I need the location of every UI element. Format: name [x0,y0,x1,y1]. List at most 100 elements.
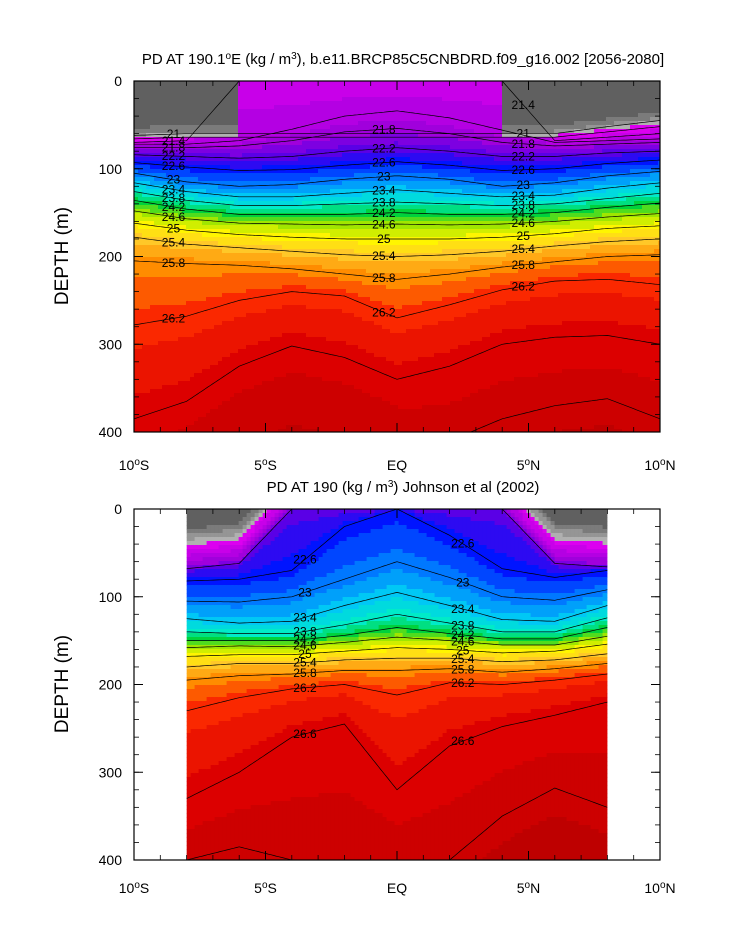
contour-label: 24.6 [451,635,475,649]
contour-label: 25 [298,647,312,661]
y-tick-label: 0 [114,501,122,517]
contour-label: 24.6 [372,217,396,231]
contour-label: 22.2 [162,149,186,163]
y-tick-label: 300 [99,764,123,780]
contour-line-21-8 [134,128,660,149]
contour-label: 25.4 [512,242,536,256]
contour-label: 21.8 [162,141,186,155]
contour-line-26-8 [469,398,660,432]
contour-label: 24.2 [451,628,475,642]
contour-line-25-8 [186,663,608,681]
contour-label: 25.8 [512,258,536,272]
contour-line-21-4 [134,81,660,143]
x-tick-label: 10oS [119,880,149,897]
contour-label: 25.4 [162,235,186,249]
contour-line-25 [134,222,660,240]
y-tick-label: 100 [99,161,123,177]
x-tick-label: 5oS [254,880,277,897]
contour-label: 24.2 [372,206,396,220]
contour-label: 22.6 [512,163,536,177]
contour-label: 23 [517,178,531,192]
contour-fill [134,81,660,432]
y-tick-label: 200 [99,677,123,693]
contour-line-23 [186,561,608,603]
contour-line-21-6 [134,110,660,145]
contour-line-22-6 [134,159,660,171]
contour-line-24-6 [186,635,608,648]
contour-label: 22.6 [372,156,396,170]
x-tick-label: 10oS [119,457,149,474]
contour-label: 23.8 [162,191,186,205]
contour-line-23-4 [186,592,608,624]
contour-label: 26.2 [512,279,536,293]
y-tick-label: 100 [99,589,123,605]
contour-label: 26.2 [372,305,396,319]
contour-label: 26.2 [162,311,186,325]
contour-line-22-2 [186,509,608,570]
contour-label: 25.4 [372,249,396,263]
panel-title-0: PD AT 190.1oE (kg / m3), b.e11.BRCP85C5C… [142,51,664,69]
y-tick-label: 0 [114,73,122,89]
contour-label: 23 [456,575,470,589]
x-tick-label: 10oN [644,880,675,897]
contour-label: 21.4 [512,98,536,112]
contour-label: 21.8 [372,122,396,136]
contour-label: 21.8 [512,137,536,151]
contour-label: 21.4 [162,134,186,148]
contour-line-23-8 [186,613,608,634]
x-tick-label: EQ [387,457,407,473]
contour-line-25-8 [134,254,660,280]
contour-label: 22.2 [512,149,536,163]
contour-label: 23.4 [512,189,536,203]
y-axis-label: DEPTH (m) [52,635,73,733]
contour-fill [186,509,608,860]
contour-label: 23.4 [293,610,317,624]
contour-label: 25.8 [372,271,396,285]
contour-line-25-4 [134,236,660,257]
contour-label: 24.2 [512,207,536,221]
panel-model: 21 2121.421.421.821.821.822.222.222.222.6… [52,51,676,474]
contour-label: 24.2 [162,200,186,214]
contour-line-26-8 [186,787,608,860]
y-tick-label: 400 [99,424,123,440]
contour-label: 26.2 [451,676,475,690]
contour-line-22-6 [186,509,608,582]
contour-labels: 21 2121.421.421.821.821.822.222.222.222.6… [162,98,535,325]
contour-label: 24.6 [293,639,317,653]
contour-label: 23 [167,173,181,187]
y-tick-label: 400 [99,852,123,868]
contour-line-21 [134,120,660,136]
contour-line-24-2 [186,627,608,641]
contour-label: 23.8 [512,198,536,212]
contour-label: 23.4 [451,602,475,616]
contour-label: 25.4 [293,656,317,670]
contour-line-21-2 [134,126,660,140]
contour-label: 23.8 [293,624,317,638]
contour-line-26-6 [134,335,660,420]
y-tick-label: 200 [99,249,123,265]
contour-label: 26.6 [293,727,317,741]
contour-label: 23.4 [372,184,396,198]
y-tick-label: 300 [99,336,123,352]
contour-label: 25.8 [293,666,317,680]
contour-label: 24.6 [512,216,536,230]
contour-label: 24.6 [162,210,186,224]
contour-label: 25 [167,221,181,235]
contour-label: 25 [517,229,531,243]
contour-label: 23.4 [162,182,186,196]
contour-line-23 [134,171,660,187]
x-tick-label: 5oN [517,457,540,474]
contour-line-24-2 [134,199,660,215]
contour-label: 26.2 [293,681,317,695]
contour-line-26-6 [186,701,608,799]
contour-line-26-2 [134,278,660,326]
contour-label: 22.6 [451,537,475,551]
contour-label: 23 [298,585,312,599]
contour-label: 21 [517,127,531,141]
contour-label: 25.8 [451,663,475,677]
x-tick-label: 5oS [254,457,277,474]
contour-line-25-4 [186,653,608,668]
contour-line-22-2 [134,147,660,159]
contour-label: 22.6 [162,159,186,173]
